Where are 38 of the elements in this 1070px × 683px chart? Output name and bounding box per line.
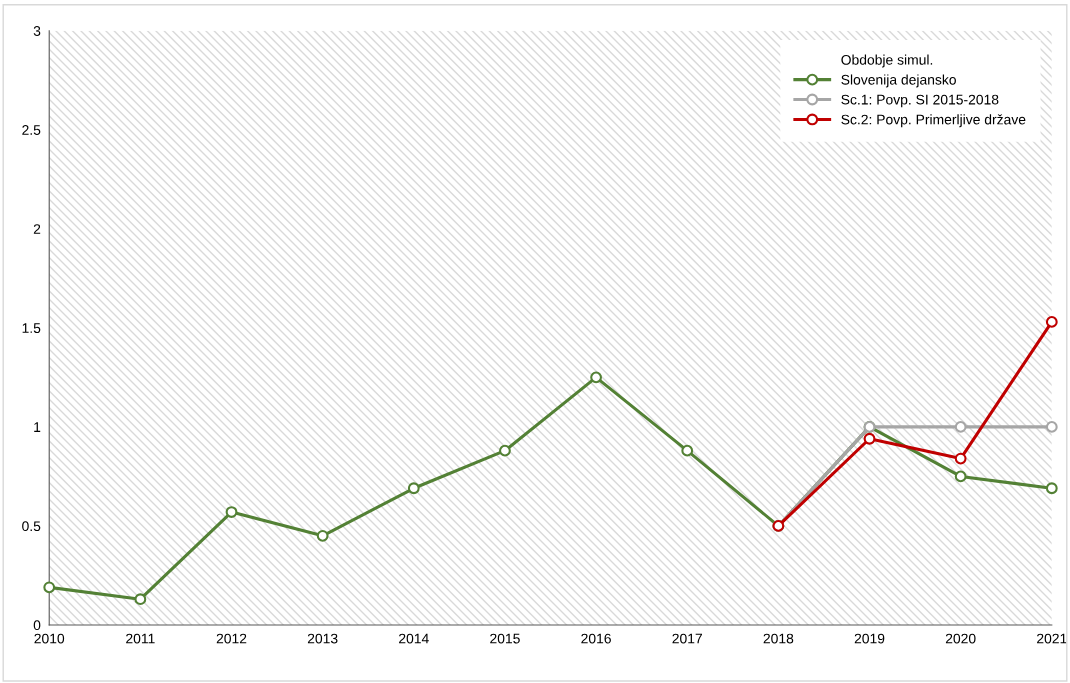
point bbox=[316, 529, 329, 542]
point bbox=[225, 506, 238, 518]
x-tick-label: 2021 bbox=[1037, 633, 1067, 644]
point bbox=[954, 470, 967, 483]
y-tick-label: 2 bbox=[33, 224, 41, 234]
point bbox=[1045, 420, 1058, 433]
y-tick-label: 3 bbox=[33, 26, 41, 36]
y-tick-label: 0 bbox=[33, 620, 41, 631]
y-tick-label: 1.5 bbox=[22, 323, 41, 334]
x-tick-label: 2019 bbox=[854, 633, 885, 644]
y-tick-label: 2.5 bbox=[22, 125, 41, 135]
point bbox=[134, 593, 147, 606]
x-tick-label: 2012 bbox=[216, 633, 247, 644]
y-tick-label: 0.5 bbox=[22, 521, 41, 532]
x-tick-label: 2015 bbox=[490, 633, 520, 644]
x-tick-label: 2020 bbox=[945, 633, 976, 644]
point bbox=[1045, 316, 1058, 328]
x-tick-label: 2010 bbox=[34, 633, 65, 644]
point bbox=[499, 444, 511, 457]
point bbox=[954, 420, 967, 433]
x-tick-label: 2018 bbox=[763, 633, 794, 644]
point bbox=[681, 444, 694, 457]
x-tick-label: 2011 bbox=[126, 633, 155, 644]
x-tick-label: 2017 bbox=[672, 633, 702, 644]
legend-label: Sc.2: Povp. Primerljive države bbox=[841, 114, 1026, 128]
x-tick-label: 2014 bbox=[399, 633, 429, 644]
legend-label: Slovenija dejansko bbox=[841, 74, 956, 88]
band-label: Obdobje simul. bbox=[841, 54, 933, 68]
x-tick-label: 2013 bbox=[307, 633, 338, 644]
y-tick-label: 1 bbox=[34, 422, 41, 432]
x-tick-label: 2016 bbox=[581, 633, 611, 644]
legend-label: Sc.1: Povp. SI 2015-2018 bbox=[841, 94, 999, 108]
point bbox=[954, 452, 967, 465]
point bbox=[43, 581, 56, 594]
point bbox=[1045, 482, 1058, 495]
point bbox=[407, 482, 420, 495]
point bbox=[863, 432, 876, 445]
point bbox=[590, 371, 602, 384]
